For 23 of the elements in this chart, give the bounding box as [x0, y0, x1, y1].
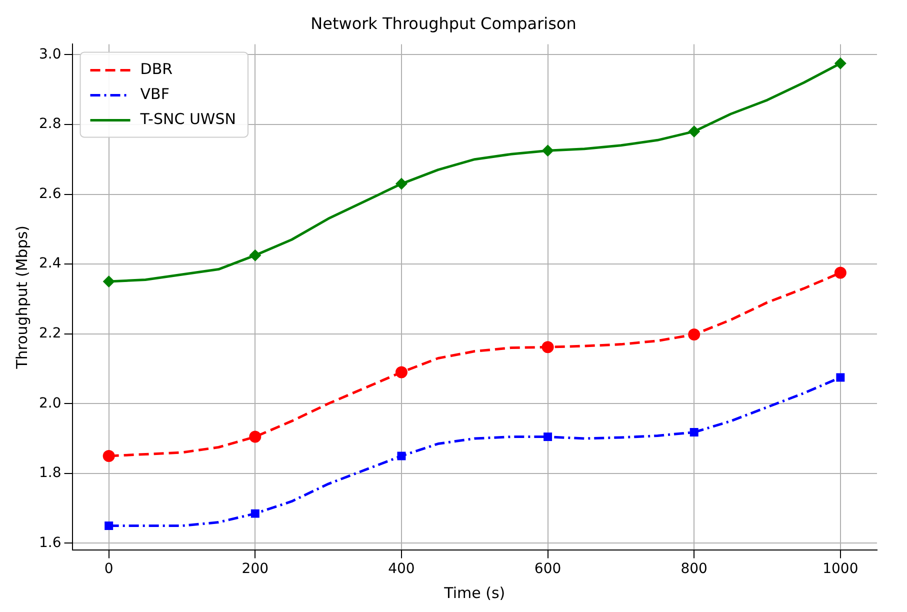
x-tick-label: 600: [534, 561, 562, 578]
y-tick-label: 2.6: [39, 186, 62, 202]
y-tick-label: 2.0: [39, 395, 62, 412]
y-axis-title: Throughput (Mbps): [12, 225, 31, 370]
x-tick-label: 0: [104, 561, 114, 578]
x-axis-title: Time (s): [443, 584, 506, 602]
y-tick-label: 1.6: [39, 534, 62, 551]
x-tick-label: 1000: [822, 561, 858, 578]
y-tick-label: 3.0: [39, 46, 62, 62]
point: [836, 373, 845, 382]
x-tick-label: 800: [680, 561, 708, 578]
y-tick-label: 2.8: [39, 116, 62, 132]
legend-label: DBR: [140, 60, 173, 78]
y-tick-label: 2.4: [39, 256, 62, 272]
y-tick-label: 2.2: [39, 325, 62, 342]
y-tick-label: 1.8: [39, 465, 62, 482]
point: [834, 266, 846, 279]
legend-label: VBF: [140, 85, 170, 104]
x-tick-label: 400: [388, 561, 415, 578]
legend-label: T-SNC UWSN: [139, 110, 236, 128]
x-tick-label: 200: [242, 561, 269, 578]
chart-title: Network Throughput Comparison: [310, 14, 576, 33]
point: [544, 432, 552, 442]
